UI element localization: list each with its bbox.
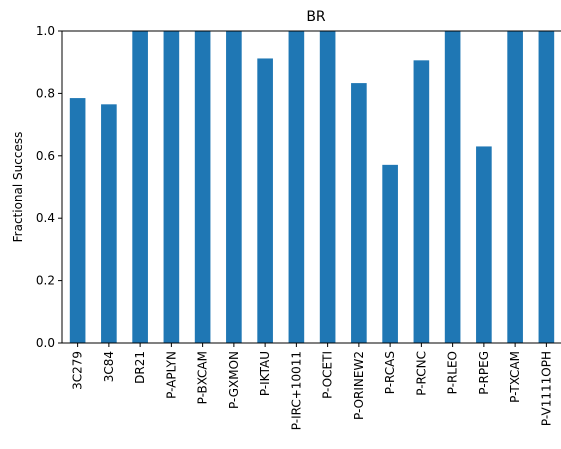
y-tick-label: 0.0: [36, 336, 55, 350]
x-axis-ticks: 3C279 3C84 DR21 P-APLYN P-BXCAM P-GXMON P-IKTA…: [71, 343, 553, 430]
x-tick-label: DR21: [133, 351, 147, 384]
bars-group: [69, 31, 555, 344]
bar-p-txcam: [507, 31, 523, 343]
x-tick-label: P-APLYN: [164, 351, 178, 399]
y-tick-label: 0.8: [36, 86, 55, 100]
x-tick-label: P-RCAS: [383, 351, 397, 394]
bar-dr21: [132, 31, 148, 343]
x-tick-label: P-IRC+10011: [289, 351, 303, 430]
bar-p-oceti: [319, 31, 336, 343]
bar-p-iktau: [257, 58, 273, 344]
x-tick-label: P-V1111OPH: [539, 351, 553, 426]
bar-p-irc-10011: [288, 31, 305, 343]
x-tick-label: P-RPEG: [477, 351, 491, 395]
x-tick-label: 3C84: [102, 351, 116, 382]
bar-p-rleo: [444, 31, 461, 343]
x-tick-label: P-RLEO: [446, 351, 460, 394]
bar-p-rcas: [382, 164, 398, 343]
x-tick-label: 3C279: [71, 351, 85, 390]
y-axis-ticks: 0.0 0.2 0.4 0.6 0.8 1.0: [36, 24, 62, 350]
x-tick-label: P-GXMON: [227, 351, 241, 409]
y-tick-label: 0.4: [36, 211, 55, 225]
bar-p-gxmon: [226, 31, 242, 343]
x-tick-label: P-IKTAU: [258, 351, 272, 396]
y-tick-label: 1.0: [36, 24, 55, 38]
x-tick-label: P-TXCAM: [508, 351, 522, 403]
bar-p-rcnc: [413, 60, 430, 343]
plot-frame: [61, 30, 561, 344]
bar-p-v1111oph: [538, 31, 555, 343]
bar-3c84: [101, 104, 117, 343]
bar-p-aplyn: [163, 31, 180, 343]
y-tick-label: 0.2: [36, 274, 55, 288]
bar-p-rpeg: [476, 146, 492, 343]
bar-p-orinew2: [351, 83, 367, 343]
x-tick-label: P-OCETI: [321, 351, 335, 399]
x-tick-label: P-RCNC: [414, 351, 428, 396]
chart-title: BR: [306, 9, 326, 25]
x-tick-label: P-BXCAM: [196, 351, 210, 404]
bar-3c279: [69, 98, 86, 343]
y-axis-label: Fractional Success: [11, 132, 25, 243]
x-tick-label: P-ORINEW2: [352, 351, 366, 420]
bar-p-bxcam: [194, 31, 211, 343]
y-tick-label: 0.6: [36, 149, 55, 163]
